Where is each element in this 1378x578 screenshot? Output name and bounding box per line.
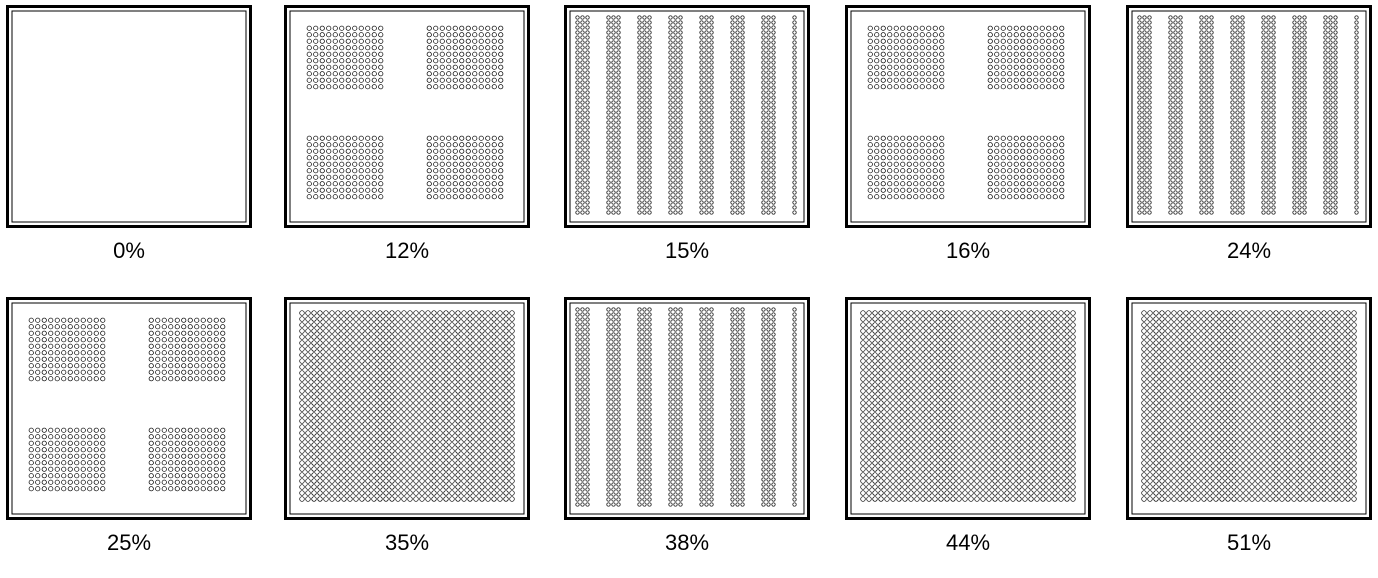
- panel-diagram: [1126, 5, 1372, 228]
- circle-pattern: [575, 307, 797, 507]
- inner-frame: [11, 302, 247, 515]
- inner-frame: [850, 10, 1086, 223]
- circle-pattern: [860, 310, 1076, 502]
- material-panel: 38%: [564, 297, 810, 578]
- inner-frame: [569, 302, 805, 515]
- outer-frame: [845, 5, 1091, 228]
- panel-diagram: [6, 5, 252, 228]
- percentage-label: 16%: [945, 238, 991, 263]
- material-panel: 16%: [845, 5, 1091, 286]
- outer-frame: [284, 297, 530, 520]
- outer-frame: [6, 297, 252, 520]
- circle-pattern: [299, 310, 515, 502]
- circle-pattern: [1137, 15, 1359, 215]
- panel-diagram: [845, 297, 1091, 520]
- circle-pattern: [306, 25, 504, 200]
- inner-frame: [850, 302, 1086, 515]
- inner-frame: [1131, 302, 1367, 515]
- circle-pattern: [1141, 310, 1357, 502]
- outer-frame: [564, 297, 810, 520]
- inner-frame: [1131, 10, 1367, 223]
- percentage-label: 35%: [384, 530, 430, 555]
- panel-diagram: [1126, 297, 1372, 520]
- outer-frame: [6, 5, 252, 228]
- outer-frame: [1126, 5, 1372, 228]
- panel-diagram: [564, 297, 810, 520]
- inner-frame: [569, 10, 805, 223]
- panel-diagram: [284, 297, 530, 520]
- inner-frame: [289, 10, 525, 223]
- panel-diagram: [6, 297, 252, 520]
- material-panel: 51%: [1126, 297, 1372, 578]
- percentage-label: 38%: [664, 530, 710, 555]
- circle-pattern: [867, 25, 1065, 200]
- panel-diagram: [845, 5, 1091, 228]
- material-panel: 44%: [845, 297, 1091, 578]
- circle-pattern: [575, 15, 797, 215]
- material-panel: 25%: [6, 297, 252, 578]
- outer-frame: [284, 5, 530, 228]
- outer-frame: [1126, 297, 1372, 520]
- material-panel: 35%: [284, 297, 530, 578]
- material-panel: 15%: [564, 5, 810, 286]
- percentage-label: 51%: [1226, 530, 1272, 555]
- percentage-label: 15%: [664, 238, 710, 263]
- material-panel: 12%: [284, 5, 530, 286]
- panel-diagram: [564, 5, 810, 228]
- material-panel: 0%: [6, 5, 252, 286]
- percentage-label: 0%: [113, 238, 145, 263]
- inner-frame: [289, 302, 525, 515]
- percentage-label: 25%: [106, 530, 152, 555]
- circle-pattern: [28, 317, 226, 492]
- outer-frame: [564, 5, 810, 228]
- percentage-label: 24%: [1226, 238, 1272, 263]
- panel-diagram: [284, 5, 530, 228]
- percentage-label: 44%: [945, 530, 991, 555]
- material-panel: 24%: [1126, 5, 1372, 286]
- inner-frame: [11, 10, 247, 223]
- percentage-label: 12%: [384, 238, 430, 263]
- outer-frame: [845, 297, 1091, 520]
